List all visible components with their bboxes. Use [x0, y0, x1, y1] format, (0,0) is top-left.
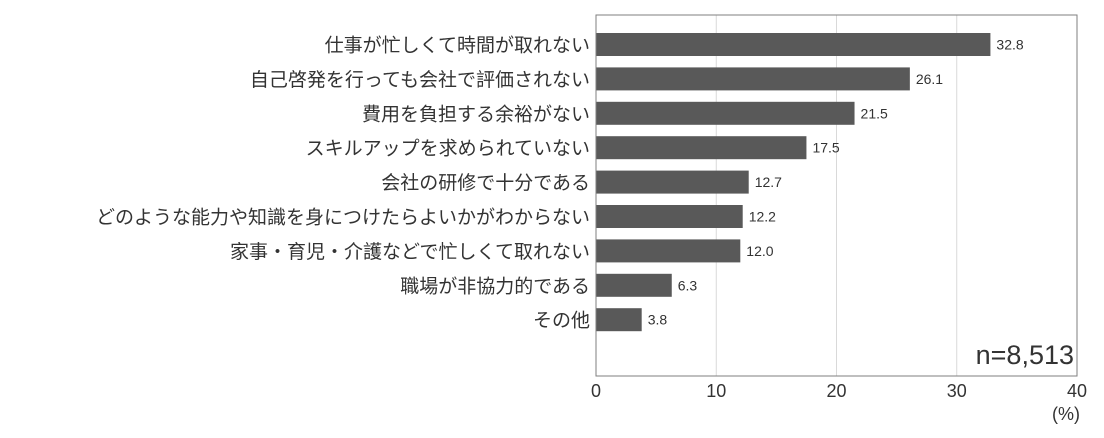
category-label: スキルアップを求められていない	[306, 138, 590, 160]
bars	[596, 33, 991, 332]
plot-frame	[595, 14, 1078, 377]
category-label: 自己啓発を行っても会社で評価されない	[250, 69, 590, 91]
x-tick-label: 40	[1067, 381, 1087, 401]
value-label: 26.1	[916, 71, 943, 87]
bar	[596, 136, 807, 160]
value-label: 3.8	[648, 312, 668, 328]
bar	[596, 308, 642, 332]
x-tick-label: 10	[706, 381, 726, 401]
bar	[596, 239, 741, 263]
value-labels: 32.8 26.1 21.5 17.5 12.7 12.2 12.0 6.3 3.8	[648, 37, 1024, 328]
value-label: 12.0	[746, 243, 773, 259]
category-label: 会社の研修で十分である	[381, 172, 590, 194]
bar	[596, 170, 749, 194]
sample-size-annotation: n=8,513	[976, 340, 1074, 370]
value-label: 12.2	[749, 209, 776, 225]
value-label: 6.3	[678, 277, 698, 293]
value-label: 21.5	[861, 105, 888, 121]
bar	[596, 205, 743, 228]
category-label: その他	[533, 310, 590, 332]
bar	[596, 273, 672, 297]
bar	[596, 101, 855, 125]
category-labels: 仕事が忙しくて時間が取れない自己啓発を行っても会社で評価されない費用を負担する余…	[96, 35, 590, 332]
x-tick-label: 20	[826, 381, 846, 401]
category-label: 仕事が忙しくて時間が取れない	[325, 35, 590, 57]
x-tick-label: 0	[591, 381, 601, 401]
x-unit-label: (%)	[1052, 404, 1080, 424]
x-tick-labels: 0 10 20 30 40	[591, 381, 1087, 401]
category-label: どのような能力や知識を身につけたらよいかがわからない	[96, 207, 590, 229]
category-label: 費用を負担する余裕がない	[362, 103, 590, 125]
x-tick-label: 30	[947, 381, 967, 401]
value-label: 32.8	[996, 37, 1023, 53]
category-label: 職場が非協力的である	[400, 275, 590, 297]
bar	[596, 67, 910, 91]
bar	[596, 33, 991, 56]
value-label: 12.7	[755, 174, 782, 190]
category-label: 家事・育児・介護などで忙しくて取れない	[230, 241, 590, 263]
value-label: 17.5	[812, 140, 839, 156]
